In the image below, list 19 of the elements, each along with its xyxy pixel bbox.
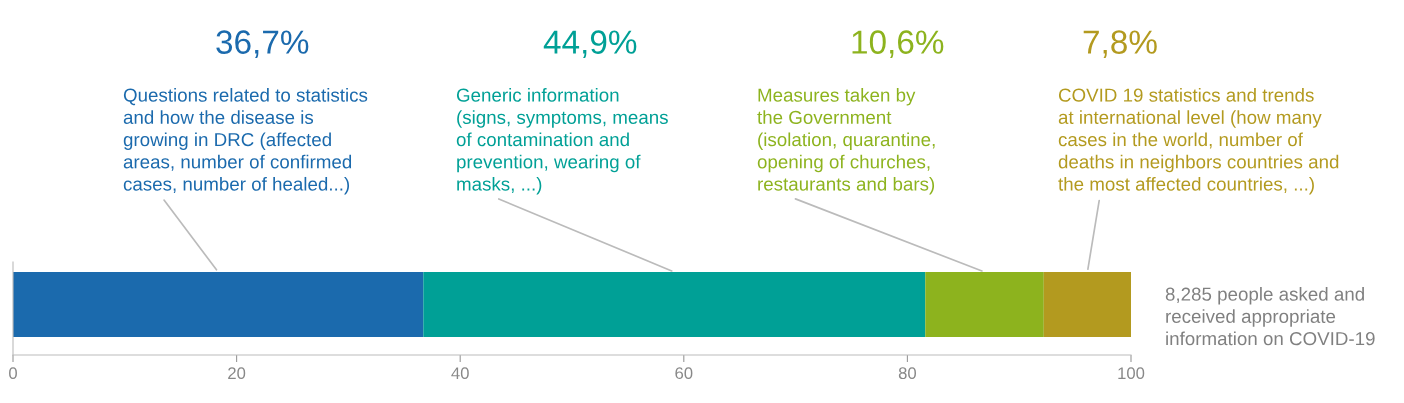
bar <box>423 272 926 337</box>
text: 36,7% <box>216 30 309 58</box>
bar <box>13 272 424 337</box>
x-tick-label: 80 <box>898 367 917 380</box>
x-tick-label: 60 <box>675 367 693 380</box>
bar <box>1043 272 1131 337</box>
text: Generic information (signs, symptoms, means of contamination and prevention, wearing of masks, ...) <box>456 88 668 195</box>
bar <box>925 272 1044 337</box>
x-tick-label: 100 <box>1118 367 1145 380</box>
text: 10,6% <box>852 30 944 58</box>
text: 8,285 people asked and received appropriate information on COVID-19 <box>1165 287 1375 346</box>
text: 7,8% <box>1083 30 1157 58</box>
x-tick-label: 40 <box>451 367 469 380</box>
text: COVID 19 statistics and trends at international level (how many cases in the world, number of deaths in neighbors countries and the most affected countries, ...) <box>1058 88 1339 195</box>
x-tick-label: 20 <box>228 367 246 380</box>
text: 44,9% <box>543 30 637 58</box>
x-tick-label: 0 <box>9 367 17 380</box>
text: Questions related to statistics and how the disease is growing in DRC (affected areas, number of confirmed cases, number of healed...) <box>123 88 368 195</box>
text: Measures taken by the Government (isolation, quarantine, opening of churches, restaurants and bars) <box>757 88 935 195</box>
